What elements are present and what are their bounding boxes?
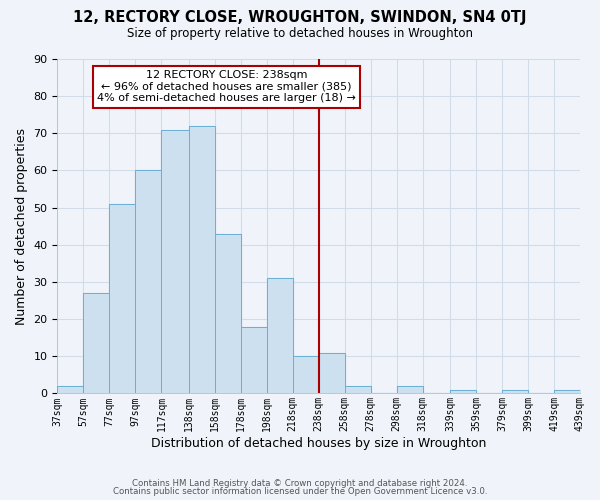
Text: 12 RECTORY CLOSE: 238sqm
← 96% of detached houses are smaller (385)
4% of semi-d: 12 RECTORY CLOSE: 238sqm ← 96% of detach… [97,70,356,103]
Text: Contains HM Land Registry data © Crown copyright and database right 2024.: Contains HM Land Registry data © Crown c… [132,478,468,488]
Text: Size of property relative to detached houses in Wroughton: Size of property relative to detached ho… [127,28,473,40]
X-axis label: Distribution of detached houses by size in Wroughton: Distribution of detached houses by size … [151,437,487,450]
Text: 12, RECTORY CLOSE, WROUGHTON, SWINDON, SN4 0TJ: 12, RECTORY CLOSE, WROUGHTON, SWINDON, S… [73,10,527,25]
Y-axis label: Number of detached properties: Number of detached properties [15,128,28,324]
Text: Contains public sector information licensed under the Open Government Licence v3: Contains public sector information licen… [113,487,487,496]
